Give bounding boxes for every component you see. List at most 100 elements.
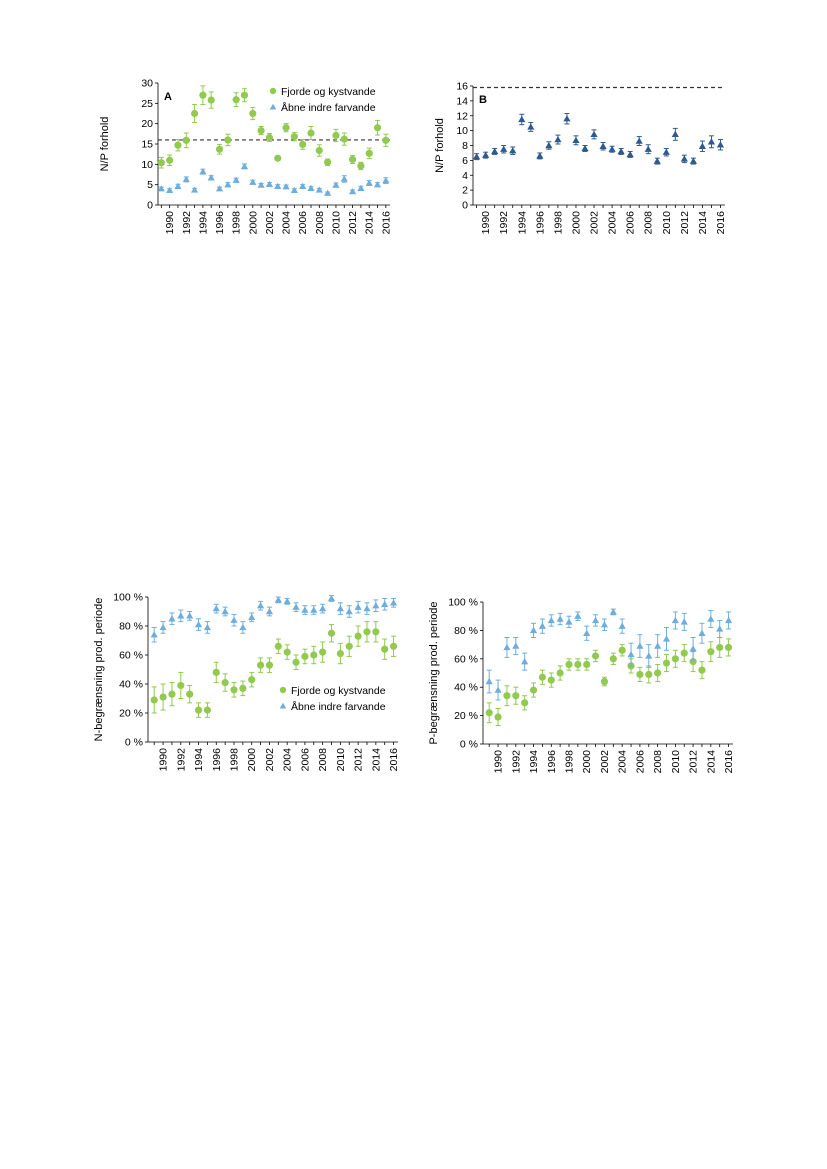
data-point — [239, 623, 247, 631]
data-point — [662, 148, 670, 155]
data-point — [150, 696, 158, 704]
data-point — [644, 145, 652, 152]
data-point — [547, 676, 555, 684]
data-point — [689, 157, 697, 164]
data-point — [249, 178, 257, 185]
data-point — [680, 618, 688, 625]
data-point — [527, 123, 535, 130]
x-tick-label: 2012 — [353, 748, 365, 772]
data-point — [327, 594, 336, 602]
y-tick-label: 20 — [141, 118, 153, 130]
data-point — [363, 628, 371, 636]
data-point — [265, 180, 274, 187]
y-axis-label: P-begrænsning prod. periode — [428, 601, 440, 744]
x-tick-label: 2000 — [570, 211, 582, 235]
data-point — [207, 174, 215, 181]
data-point — [591, 652, 600, 660]
y-axis-label: N/P forhold — [99, 117, 111, 172]
data-point — [581, 144, 589, 152]
chart-svg: 0 5 10 15 20 25 30 1990 1992 1994 1996 1998 2000 2002… — [99, 78, 392, 235]
x-tick-label: 1998 — [231, 211, 243, 235]
data-point — [724, 616, 733, 624]
legend-marker — [269, 87, 277, 95]
data-point — [565, 618, 573, 625]
data-point — [521, 699, 529, 707]
x-tick-label: 2004 — [281, 211, 293, 235]
x-tick-label: 2004 — [607, 211, 619, 235]
legend: Fjorde og kystvande Åbne indre farvande — [279, 685, 386, 713]
y-tick-label: 100 % — [113, 592, 143, 604]
x-tick-label: 1990 — [493, 750, 505, 774]
data-point — [591, 616, 600, 624]
data-point — [292, 658, 300, 666]
data-point — [662, 635, 671, 642]
data-point — [240, 91, 249, 99]
y-tick-label: 30 — [141, 78, 153, 90]
data-point — [232, 176, 240, 183]
data-point — [257, 126, 265, 135]
data-point — [724, 643, 733, 652]
data-point — [357, 184, 365, 192]
chart-n-limitation: 0 % 20 % 40 % 60 % 80 % 100 % 1990 1992 1994 1996… — [90, 586, 410, 776]
legend-marker — [279, 686, 287, 694]
legend: Fjorde og kystvande Åbne indre farvande — [269, 86, 376, 114]
data-point — [174, 182, 182, 189]
chart-p-limitation: 0 % 20 % 40 % 60 % 80 % 100 % 1990 1992 1994 1996… — [425, 586, 745, 776]
data-point — [521, 658, 529, 665]
data-point — [373, 124, 382, 132]
data-point — [327, 629, 336, 637]
data-point — [224, 181, 232, 188]
data-point — [389, 599, 398, 606]
x-tick-label: 1994 — [528, 750, 540, 774]
data-point — [365, 179, 373, 186]
x-tick-label: 1992 — [510, 750, 522, 774]
x-tick-label: 2016 — [380, 211, 392, 235]
data-point — [707, 138, 716, 145]
data-point — [166, 156, 174, 164]
data-point — [618, 622, 626, 629]
data-point — [485, 677, 493, 685]
data-point — [265, 133, 274, 142]
x-tick-label: 1992 — [181, 211, 193, 235]
data-point — [319, 648, 327, 656]
data-point — [257, 181, 265, 188]
x-tick-label: 2002 — [589, 211, 601, 235]
data-point — [556, 615, 564, 622]
data-point — [671, 130, 679, 138]
data-point — [290, 133, 298, 141]
y-axis-label: N/P forhold — [434, 118, 446, 173]
x-tick-label: 2012 — [679, 211, 691, 235]
data-point — [707, 615, 715, 622]
data-point — [340, 175, 348, 182]
data-point — [256, 661, 265, 669]
data-point — [554, 135, 562, 143]
data-point — [372, 602, 380, 609]
data-point — [239, 684, 247, 692]
y-tick-label: 15 — [141, 139, 153, 151]
x-tick-label: 2002 — [264, 211, 276, 235]
y-tick-label: 6 — [462, 155, 468, 167]
data-point — [381, 645, 389, 653]
x-tick-label: 2002 — [264, 748, 276, 772]
data-point — [500, 145, 508, 152]
legend-label: Åbne indre farvande — [291, 700, 386, 713]
y-tick-label: 16 — [456, 81, 468, 93]
data-point — [230, 616, 238, 623]
x-tick-label: 2010 — [670, 750, 682, 774]
y-tick-label: 100 % — [448, 597, 478, 609]
y-tick-label: 10 — [141, 159, 153, 171]
data-point — [324, 158, 332, 166]
data-point — [545, 141, 553, 149]
x-tick-label: 2000 — [246, 748, 258, 772]
data-point — [494, 713, 502, 721]
data-point — [645, 670, 653, 679]
x-tick-label: 1994 — [193, 748, 205, 772]
chart-np-ratio-a: 0 5 10 15 20 25 30 1990 1992 1994 1996 1998 2000 2002… — [90, 72, 410, 257]
x-tick-label: 2016 — [715, 211, 727, 235]
data-point — [617, 147, 625, 155]
data-point — [307, 129, 315, 137]
x-tick-label: 1996 — [211, 748, 223, 772]
x-tick-label: 2014 — [370, 748, 382, 772]
data-point — [315, 146, 323, 155]
data-point — [671, 655, 679, 663]
